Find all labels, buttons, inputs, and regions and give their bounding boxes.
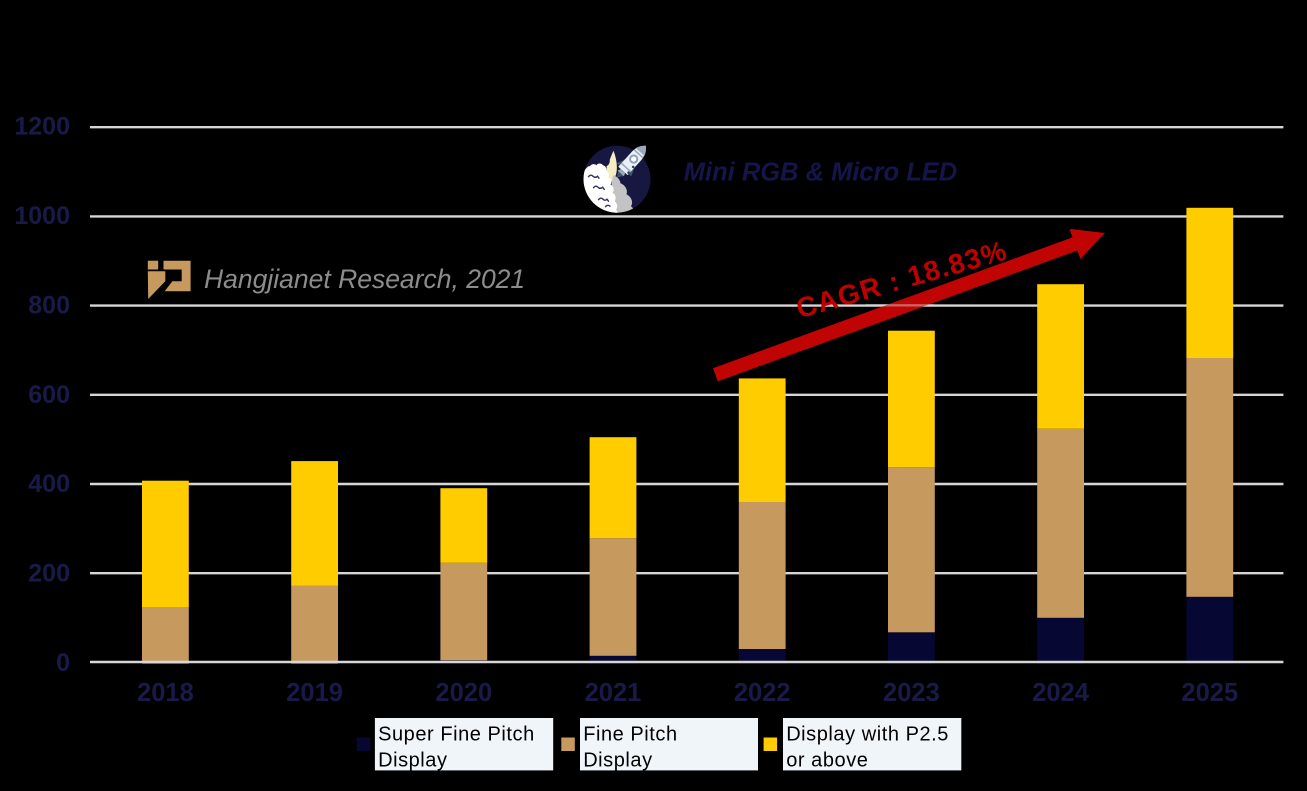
svg-text:Mini RGB & Micro LED: Mini RGB & Micro LED bbox=[684, 159, 957, 187]
svg-text:600: 600 bbox=[28, 381, 70, 409]
svg-text:2021: 2021 bbox=[585, 679, 642, 707]
svg-text:Hangjianet Research, 2021: Hangjianet Research, 2021 bbox=[204, 264, 525, 294]
svg-text:2019: 2019 bbox=[286, 679, 343, 707]
svg-text:2018: 2018 bbox=[137, 679, 194, 707]
svg-text:1200: 1200 bbox=[14, 113, 70, 141]
svg-text:1000: 1000 bbox=[14, 202, 70, 230]
svg-text:400: 400 bbox=[28, 470, 70, 498]
svg-text:Display with P2.5: Display with P2.5 bbox=[786, 724, 949, 746]
svg-text:2024: 2024 bbox=[1032, 679, 1090, 707]
svg-text:Display: Display bbox=[378, 749, 447, 771]
svg-text:2022: 2022 bbox=[734, 679, 791, 707]
svg-text:0: 0 bbox=[56, 649, 70, 677]
svg-text:2023: 2023 bbox=[883, 679, 940, 707]
svg-text:or above: or above bbox=[786, 749, 868, 771]
svg-text:Super Fine Pitch: Super Fine Pitch bbox=[378, 724, 535, 746]
svg-text:800: 800 bbox=[28, 291, 70, 319]
svg-text:Fine Pitch: Fine Pitch bbox=[583, 724, 677, 746]
svg-text:2020: 2020 bbox=[435, 679, 492, 707]
svg-text:Display: Display bbox=[583, 749, 652, 771]
svg-text:2025: 2025 bbox=[1181, 679, 1238, 707]
svg-text:200: 200 bbox=[28, 560, 70, 588]
